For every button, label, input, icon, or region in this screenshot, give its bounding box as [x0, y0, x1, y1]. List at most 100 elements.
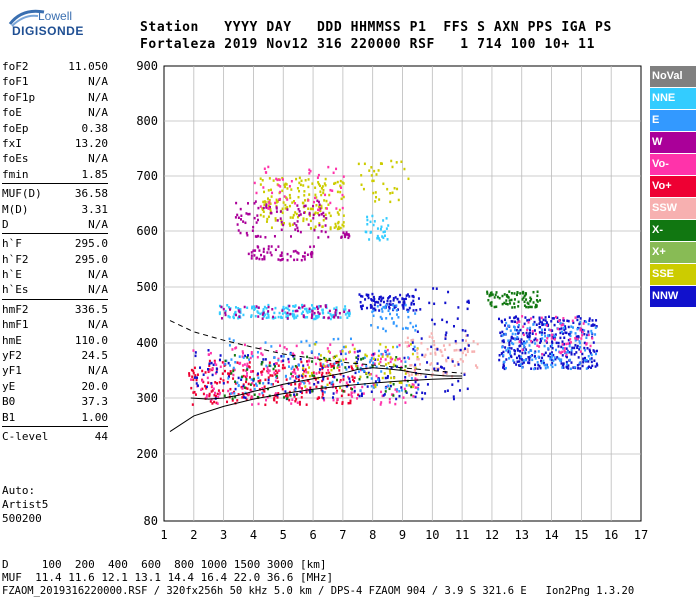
echo-point — [542, 318, 545, 322]
echo-point — [246, 306, 249, 310]
echo-point — [238, 315, 241, 319]
echo-point — [242, 313, 245, 317]
echo-point — [232, 390, 235, 394]
echo-point — [553, 338, 556, 341]
echo-point — [523, 322, 526, 326]
echo-point — [286, 314, 289, 318]
echo-point — [273, 371, 276, 375]
echo-point — [562, 332, 565, 335]
echo-point — [563, 326, 566, 330]
echo-point — [343, 310, 346, 314]
echo-point — [310, 350, 313, 353]
echo-point — [320, 204, 323, 208]
echo-point — [308, 193, 311, 196]
echo-point — [253, 202, 256, 205]
echo-point — [304, 374, 307, 378]
echo-point — [311, 374, 314, 377]
echo-point — [529, 354, 532, 358]
echo-point — [336, 398, 339, 401]
echo-point — [310, 371, 313, 375]
echo-point — [236, 223, 239, 226]
echo-point — [263, 305, 266, 309]
echo-point — [355, 360, 358, 364]
echo-point — [340, 394, 343, 398]
echo-point — [301, 380, 304, 383]
echo-point — [414, 386, 417, 389]
param-row: yF2 24.5 — [2, 348, 108, 363]
echo-point — [334, 386, 337, 390]
echo-point — [288, 390, 291, 394]
echo-point — [522, 340, 525, 344]
echo-point — [580, 337, 583, 340]
echo-point — [383, 393, 386, 396]
echo-point — [343, 233, 346, 236]
echo-point — [236, 361, 239, 364]
echo-point — [486, 292, 489, 295]
echo-point — [379, 357, 382, 361]
echo-point — [261, 208, 264, 212]
echo-point — [337, 337, 340, 341]
echo-point — [284, 390, 287, 393]
echo-point — [328, 381, 331, 385]
echo-point — [248, 392, 251, 396]
echo-point — [251, 403, 254, 406]
echo-point — [361, 385, 364, 389]
param-value: N/A — [88, 364, 108, 378]
echo-point — [245, 231, 248, 235]
echo-point — [312, 213, 315, 217]
echo-point — [253, 307, 256, 310]
echo-point — [522, 296, 525, 300]
echo-point — [501, 302, 504, 306]
echo-point — [253, 254, 256, 257]
echo-point — [544, 334, 547, 338]
echo-point — [321, 396, 324, 399]
echo-point — [268, 201, 271, 205]
echo-point — [579, 345, 582, 349]
echo-point — [309, 169, 312, 173]
param-name: h`E — [2, 268, 22, 282]
echo-point — [414, 349, 417, 353]
echo-point — [292, 352, 295, 355]
echo-point — [267, 165, 270, 169]
echo-point — [204, 384, 207, 388]
echo-point — [347, 233, 350, 236]
x-tick-label: 16 — [604, 528, 618, 542]
echo-point — [259, 379, 262, 382]
echo-point — [547, 354, 550, 358]
echo-point — [323, 316, 326, 319]
param-value: 110.0 — [74, 333, 108, 347]
echo-point — [267, 376, 270, 379]
echo-point — [299, 386, 302, 389]
echo-point — [372, 314, 375, 318]
echo-point — [286, 252, 289, 256]
echo-point — [407, 315, 410, 319]
echo-point — [228, 308, 231, 311]
echo-point — [261, 207, 264, 210]
echo-point — [440, 365, 443, 369]
param-name: fmin — [2, 167, 29, 181]
echo-point — [249, 388, 252, 392]
echo-point — [466, 307, 469, 311]
param-name: h`Es — [2, 283, 29, 297]
echo-point — [423, 355, 426, 358]
echo-point — [310, 253, 313, 256]
echo-point — [394, 402, 397, 406]
echo-point — [196, 384, 199, 387]
echo-point — [410, 303, 413, 306]
echo-point — [567, 325, 570, 329]
echo-point — [554, 336, 557, 339]
echo-point — [362, 392, 365, 395]
echo-point — [407, 341, 410, 344]
echo-point — [502, 363, 505, 367]
echo-point — [554, 348, 557, 352]
echo-point — [355, 356, 358, 359]
echo-point — [590, 331, 593, 335]
echo-point — [258, 257, 261, 261]
echo-point — [315, 362, 318, 366]
echo-point — [236, 381, 239, 384]
echo-point — [513, 298, 516, 301]
echo-point — [374, 385, 377, 389]
echo-point — [293, 368, 296, 371]
echo-point — [274, 379, 277, 383]
echo-point — [444, 333, 447, 337]
